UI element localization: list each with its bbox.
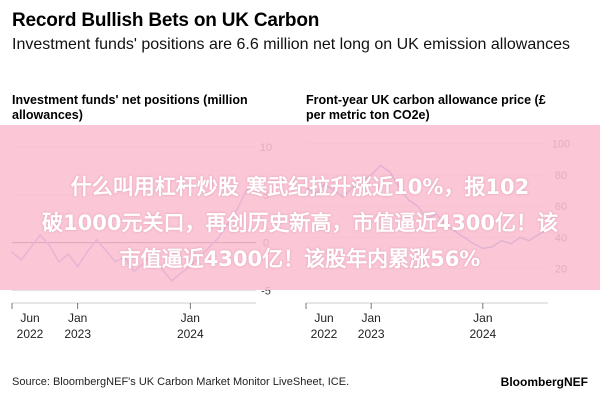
chart-subtitle: Investment funds' positions are 6.6 mill… <box>12 36 571 53</box>
right-xtick-year: 2022 <box>311 327 338 341</box>
right-panel-title: Front-year UK carbon allowance price (£ … <box>306 93 546 122</box>
left-xtick-year: 2022 <box>17 327 44 341</box>
left-xtick-month: Jan <box>181 311 200 325</box>
right-xtick-year: 2023 <box>358 327 385 341</box>
right-xtick-month: Jan <box>473 311 492 325</box>
right-xtick-year: 2024 <box>469 327 496 341</box>
overlay-line-2: 破1000元关口，再创历史新高，市值逼近4300亿！该 <box>42 211 558 235</box>
right-xtick-month: Jun <box>314 311 333 325</box>
left-panel-title: Investment funds' net positions (million… <box>12 93 248 122</box>
left-xtick-month: Jun <box>20 311 39 325</box>
right-xtick-month: Jan <box>361 311 380 325</box>
source-note: Source: BloombergNEF's UK Carbon Market … <box>12 376 350 388</box>
left-xtick-year: 2023 <box>64 327 91 341</box>
left-xtick-month: Jan <box>68 311 87 325</box>
chart-title: Record Bullish Bets on UK Carbon <box>12 10 320 31</box>
overlay-line-1: 什么叫用杠杆炒股 寒武纪拉升涨近10%，报102 <box>70 175 530 199</box>
brand-logo-text: BloombergNEF <box>500 375 588 389</box>
overlay-line-3: 市值逼近4300亿！该股年内累涨56% <box>119 247 481 271</box>
left-ytick-label: -5 <box>261 285 271 297</box>
promo-overlay-banner[interactable]: 什么叫用杠杆炒股 寒武纪拉升涨近10%，报102 破1000元关口，再创历史新高… <box>0 125 600 290</box>
left-xtick-year: 2024 <box>177 327 204 341</box>
